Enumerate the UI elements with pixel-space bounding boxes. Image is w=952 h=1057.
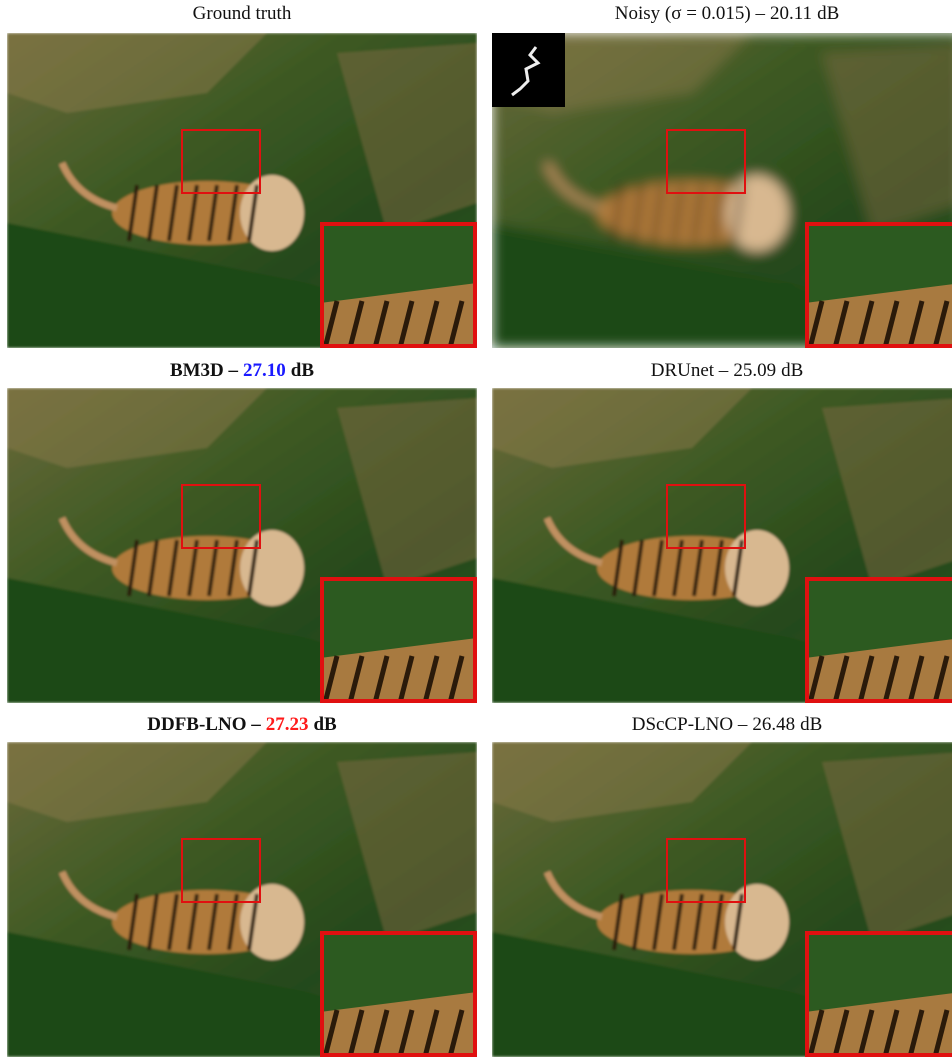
caption-label: DScCP-LNO – [632, 714, 748, 735]
caption-unit: dB [291, 360, 314, 381]
caption-unit: dB [781, 360, 803, 381]
panel-caption: Ground truth [7, 3, 477, 25]
figure: Ground truthNoisy (σ = 0.015) –20.11dBBM… [0, 0, 952, 1055]
caption-psnr: 27.10 [243, 360, 286, 381]
image [492, 742, 952, 1057]
blur-kernel [492, 33, 565, 107]
image-content [7, 33, 477, 348]
caption-label: DRUnet – [651, 360, 729, 381]
image [7, 33, 477, 348]
caption-label: Noisy (σ = 0.015) – [615, 3, 765, 24]
image [7, 388, 477, 703]
image-content [492, 388, 952, 703]
caption-unit: dB [817, 3, 839, 24]
image-content [7, 388, 477, 703]
image [492, 33, 952, 348]
caption-unit: dB [313, 714, 336, 735]
caption-label: DDFB-LNO – [147, 714, 260, 735]
image [7, 742, 477, 1057]
caption-psnr: 26.48 [752, 714, 795, 735]
image [492, 388, 952, 703]
caption-label: BM3D – [170, 360, 238, 381]
caption-psnr: 20.11 [770, 3, 812, 24]
image-content [7, 742, 477, 1057]
caption-psnr: 27.23 [266, 714, 309, 735]
caption-label: Ground truth [193, 3, 292, 24]
caption-psnr: 25.09 [733, 360, 776, 381]
image-content [492, 33, 952, 348]
caption-unit: dB [800, 714, 822, 735]
image-content [492, 742, 952, 1057]
